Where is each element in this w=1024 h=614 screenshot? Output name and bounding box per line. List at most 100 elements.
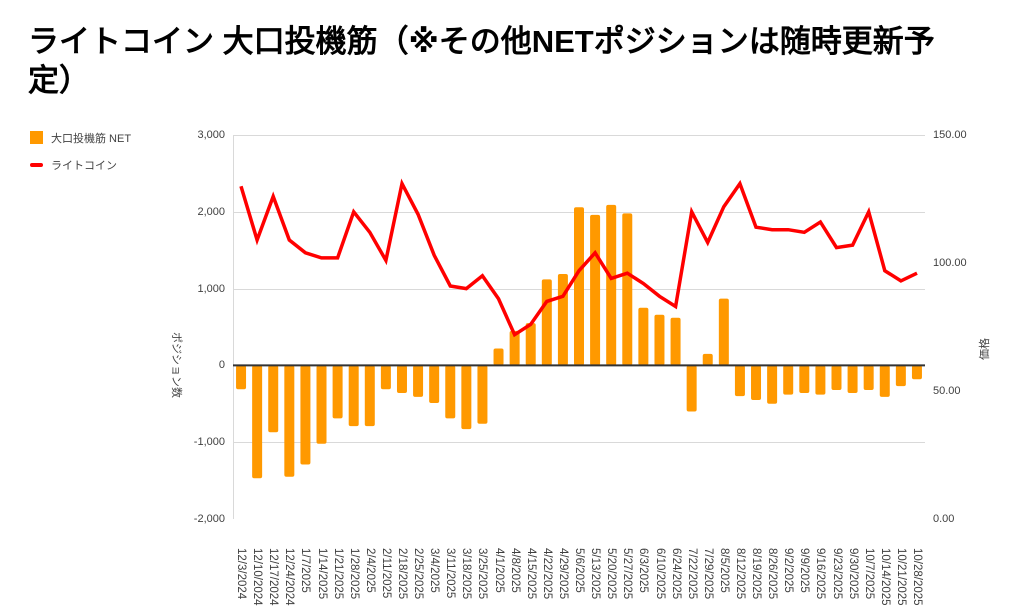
net-position-bar xyxy=(751,365,762,400)
x-axis-date-label: 8/26/2025 xyxy=(766,548,779,600)
x-axis-date-label: 3/18/2025 xyxy=(460,548,473,600)
x-axis-date-label: 6/10/2025 xyxy=(653,548,666,600)
x-axis-date-label: 2/11/2025 xyxy=(379,548,392,599)
right-axis-title: 価格 xyxy=(979,338,991,360)
net-position-bar xyxy=(268,365,279,433)
net-position-bar xyxy=(638,307,649,366)
net-position-bar xyxy=(574,207,584,366)
price-line xyxy=(239,178,918,338)
x-axis-date-label: 12/17/2024 xyxy=(267,548,280,606)
net-position-bar xyxy=(300,365,311,465)
x-axis-date-label: 1/21/2025 xyxy=(331,548,344,600)
x-axis-date-label: 10/7/2025 xyxy=(862,548,875,600)
net-position-bar xyxy=(606,204,617,366)
legend-label-net: 大口投機筋 NET xyxy=(51,132,132,145)
plot-area xyxy=(233,135,925,519)
right-axis-tick-label: 50.00 xyxy=(933,385,961,397)
net-position-bar xyxy=(911,365,922,380)
x-axis-date-label: 6/3/2025 xyxy=(637,548,650,593)
net-position-bar xyxy=(284,365,295,477)
net-position-bar xyxy=(815,365,826,395)
net-position-bar xyxy=(863,365,874,390)
x-axis-date-label: 6/24/2025 xyxy=(669,548,682,600)
legend-label-litecoin: ライトコイン xyxy=(51,159,117,172)
x-axis-date-label: 4/29/2025 xyxy=(556,548,569,600)
x-axis-date-label: 10/14/2025 xyxy=(878,548,891,606)
net-position-bar xyxy=(767,365,778,404)
x-axis-date-label: 4/22/2025 xyxy=(540,548,553,600)
x-axis-date-label: 9/16/2025 xyxy=(814,548,827,600)
net-position-bar xyxy=(831,365,842,390)
net-position-bar xyxy=(252,365,263,479)
net-position-bar xyxy=(509,330,520,366)
x-axis-date-label: 8/5/2025 xyxy=(717,548,730,593)
x-axis-date-label: 12/24/2024 xyxy=(283,548,296,606)
x-axis-date-label: 8/19/2025 xyxy=(750,548,762,600)
net-position-bar xyxy=(718,298,729,366)
x-axis-date-label: 5/27/2025 xyxy=(621,548,634,600)
legend: 大口投機筋 NET ライトコイン xyxy=(30,124,131,178)
net-position-bar xyxy=(783,365,794,395)
net-position-bar xyxy=(895,365,906,387)
line-series-swatch-icon xyxy=(30,162,43,167)
x-axis-date-label: 12/3/2024 xyxy=(235,548,247,600)
x-axis-date-label: 5/20/2025 xyxy=(605,548,618,600)
net-position-bar xyxy=(429,365,440,404)
net-position-bar xyxy=(493,348,504,366)
net-position-bar xyxy=(525,323,536,366)
x-axis-date-label: 3/11/2025 xyxy=(444,548,457,599)
x-axis-date-label: 4/1/2025 xyxy=(492,548,505,593)
net-position-bar xyxy=(686,365,697,412)
net-position-bar xyxy=(879,365,890,397)
net-position-bar xyxy=(380,365,391,390)
net-position-bar xyxy=(396,365,407,394)
x-axis-date-label: 7/29/2025 xyxy=(701,548,714,600)
net-position-bar xyxy=(734,365,745,397)
left-axis-tick-label: -2,000 xyxy=(193,513,225,525)
x-axis-date-label: 10/28/2025 xyxy=(911,548,923,606)
left-axis-tick-label: 0 xyxy=(218,359,225,372)
x-axis-date-label: 9/2/2025 xyxy=(782,548,795,593)
left-axis-tick-label: 3,000 xyxy=(197,129,225,141)
x-axis-date-label: 5/6/2025 xyxy=(573,548,585,593)
net-position-bar xyxy=(461,365,472,430)
net-position-bar xyxy=(445,365,456,419)
legend-item-net: 大口投機筋 NET xyxy=(30,124,131,151)
net-position-bar xyxy=(348,365,359,427)
x-axis-date-label: 10/21/2025 xyxy=(894,548,907,606)
net-position-bar xyxy=(670,317,681,366)
net-position-bar xyxy=(332,365,343,419)
x-axis-date-label: 7/22/2025 xyxy=(685,548,698,600)
x-axis-date-label: 5/13/2025 xyxy=(589,548,602,600)
x-axis-date-label: 1/7/2025 xyxy=(299,548,312,593)
x-axis-date-label: 2/18/2025 xyxy=(396,548,408,600)
x-axis-date-label: 2/4/2025 xyxy=(363,548,376,593)
legend-item-litecoin: ライトコイン xyxy=(30,151,131,178)
x-axis-date-label: 4/8/2025 xyxy=(508,548,521,593)
chart-title: ライトコイン 大口投機筋（※その他NETポジションは随時更新予定） xyxy=(28,24,935,99)
net-position-bar xyxy=(590,214,601,366)
right-axis-tick-label: 100.00 xyxy=(933,257,967,269)
left-axis-tick-label: -1,000 xyxy=(193,436,225,449)
left-axis-tick-label: 1,000 xyxy=(197,282,225,295)
x-axis-date-label: 1/28/2025 xyxy=(347,548,360,600)
x-axis-date-label: 2/25/2025 xyxy=(412,548,425,600)
x-axis-date-label: 3/25/2025 xyxy=(476,548,489,600)
net-position-bar xyxy=(622,213,633,366)
right-axis-tick-label: 0.00 xyxy=(933,513,955,525)
x-axis-date-label: 8/12/2025 xyxy=(733,548,746,600)
x-axis-date-label: 9/23/2025 xyxy=(830,548,843,600)
x-axis-date-label: 3/4/2025 xyxy=(428,548,441,593)
net-position-bar xyxy=(654,314,665,366)
net-position-bar xyxy=(477,365,488,424)
x-axis-date-label: 9/30/2025 xyxy=(846,548,859,600)
net-position-bar xyxy=(413,365,424,397)
net-position-bar xyxy=(364,365,375,427)
x-axis-date-label: 1/14/2025 xyxy=(315,548,328,600)
bar-series-swatch-icon xyxy=(30,131,43,144)
net-position-bar xyxy=(236,365,247,390)
net-position-bar xyxy=(799,365,810,394)
left-axis-tick-label: 2,000 xyxy=(197,205,225,218)
x-axis-date-label: 4/15/2025 xyxy=(524,548,537,600)
